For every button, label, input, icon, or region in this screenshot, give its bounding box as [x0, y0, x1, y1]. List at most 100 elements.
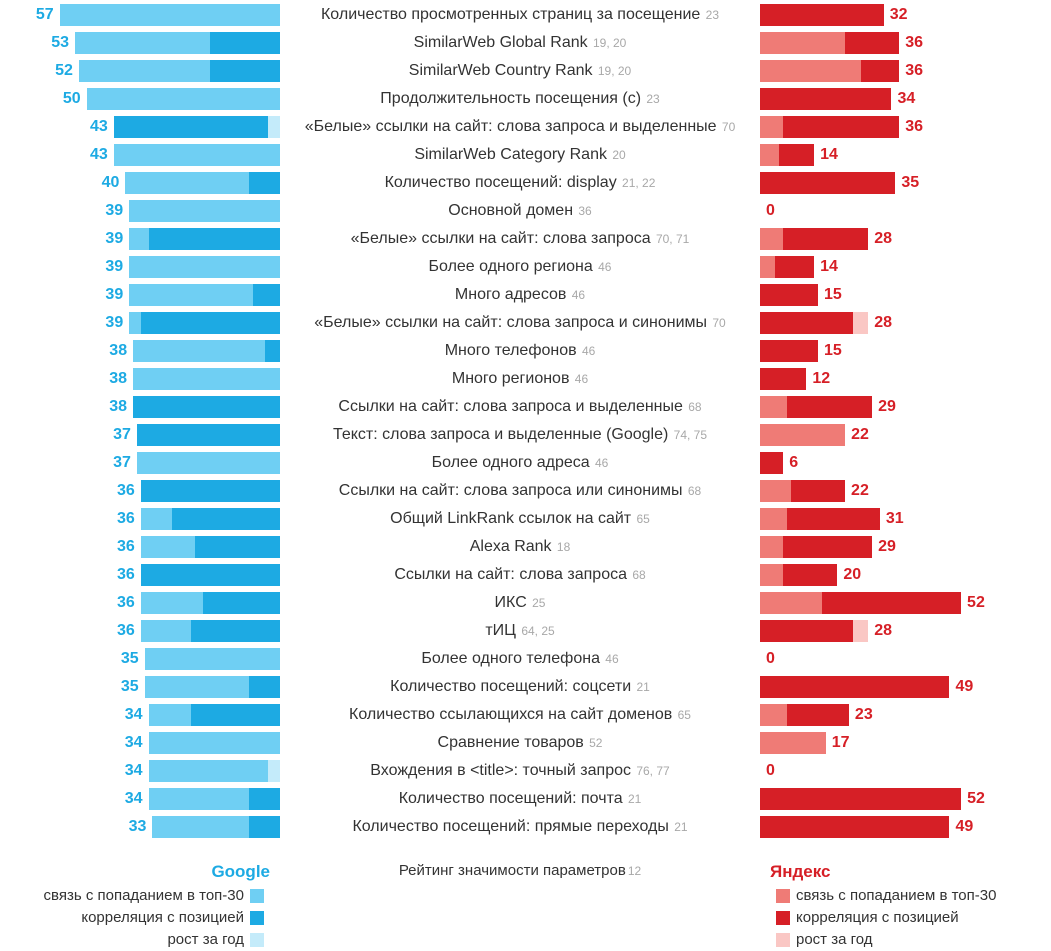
- chart-row: 50Продолжительность посещения (с) 2334: [0, 84, 1051, 112]
- bar-segment: [760, 788, 961, 810]
- right-value: 49: [949, 818, 973, 836]
- bar-segment: [779, 144, 814, 166]
- row-label-ref: 18: [552, 540, 571, 554]
- bar-segment: [265, 340, 280, 362]
- left-bar: [149, 760, 280, 782]
- left-bar: [129, 228, 280, 250]
- row-label-text: Текст: слова запроса и выделенные (Googl…: [333, 426, 668, 443]
- left-bar-wrap: 37: [0, 452, 280, 474]
- right-bar-wrap: 32: [760, 4, 1050, 26]
- row-label-text: тИЦ: [485, 622, 516, 639]
- row-label-ref: 64, 25: [516, 624, 555, 638]
- right-bar: [760, 676, 949, 698]
- row-label-text: Более одного региона: [429, 258, 593, 275]
- chart-row: 35Количество посещений: соцсети 2149: [0, 672, 1051, 700]
- right-value: 28: [868, 314, 892, 332]
- left-value: 36: [109, 594, 141, 612]
- bar-segment: [141, 592, 203, 614]
- left-bar-wrap: 34: [0, 732, 280, 754]
- right-value: 22: [845, 482, 869, 500]
- bar-segment: [249, 816, 280, 838]
- left-bar-wrap: 50: [0, 88, 280, 110]
- footer-ref: 12: [626, 864, 641, 878]
- bar-segment: [760, 144, 779, 166]
- right-bar: [760, 172, 895, 194]
- left-value: 35: [113, 678, 145, 696]
- right-bar-wrap: 14: [760, 144, 1050, 166]
- left-bar-wrap: 37: [0, 424, 280, 446]
- bar-segment: [760, 424, 845, 446]
- left-bar: [141, 508, 280, 530]
- chart-row: 36Общий LinkRank ссылок на сайт 6531: [0, 504, 1051, 532]
- left-value: 37: [105, 426, 137, 444]
- row-label: Ссылки на сайт: слова запроса 68: [280, 566, 760, 584]
- row-label-ref: 46: [600, 652, 619, 666]
- bar-segment: [129, 312, 141, 334]
- left-value: 39: [97, 286, 129, 304]
- row-label: Количество просмотренных страниц за посе…: [280, 6, 760, 24]
- right-value: 29: [872, 538, 896, 556]
- row-label-text: SimilarWeb Country Rank: [409, 62, 593, 79]
- diverging-bar-chart: 57Количество просмотренных страниц за по…: [0, 0, 1051, 840]
- right-value: 32: [884, 6, 908, 24]
- right-bar-wrap: 0: [760, 648, 1050, 670]
- row-label: SimilarWeb Global Rank 19, 20: [280, 34, 760, 52]
- left-bar: [141, 480, 280, 502]
- bar-segment: [760, 60, 861, 82]
- row-label-text: Много регионов: [452, 370, 570, 387]
- left-value: 37: [105, 454, 137, 472]
- row-label-ref: 23: [641, 92, 660, 106]
- left-bar-wrap: 38: [0, 340, 280, 362]
- left-bar-wrap: 34: [0, 788, 280, 810]
- chart-footer-title: Рейтинг значимости параметров12: [280, 862, 760, 951]
- left-bar: [79, 60, 280, 82]
- chart-row: 35Более одного телефона 460: [0, 644, 1051, 672]
- bar-segment: [141, 564, 280, 586]
- chart-row: 34Вхождения в <title>: точный запрос 76,…: [0, 756, 1051, 784]
- row-label: SimilarWeb Category Rank 20: [280, 146, 760, 164]
- chart-row: 43SimilarWeb Category Rank 2014: [0, 140, 1051, 168]
- left-bar-wrap: 38: [0, 396, 280, 418]
- chart-row: 39Много адресов 4615: [0, 280, 1051, 308]
- left-value: 40: [93, 174, 125, 192]
- chart-row: 39Более одного региона 4614: [0, 252, 1051, 280]
- right-value: 0: [760, 202, 775, 220]
- right-bar: [760, 4, 884, 26]
- row-label: Основной домен 36: [280, 202, 760, 220]
- left-bar-wrap: 52: [0, 60, 280, 82]
- row-label-ref: 46: [577, 344, 596, 358]
- bar-segment: [149, 704, 192, 726]
- row-label: Продолжительность посещения (с) 23: [280, 90, 760, 108]
- right-bar: [760, 536, 872, 558]
- legend-item: рост за год: [770, 929, 1050, 951]
- chart-row: 39«Белые» ссылки на сайт: слова запроса …: [0, 308, 1051, 336]
- chart-row: 36Ссылки на сайт: слова запроса 6820: [0, 560, 1051, 588]
- legend-item: связь с попаданием в топ-30: [0, 885, 270, 907]
- right-bar-wrap: 15: [760, 340, 1050, 362]
- left-bar-wrap: 33: [0, 816, 280, 838]
- row-label-text: Продолжительность посещения (с): [380, 90, 641, 107]
- bar-segment: [210, 32, 280, 54]
- bar-segment: [760, 312, 853, 334]
- left-bar: [137, 424, 280, 446]
- left-bar: [114, 144, 280, 166]
- left-bar: [149, 704, 280, 726]
- row-label-ref: 52: [584, 736, 603, 750]
- row-label-ref: 70: [717, 120, 736, 134]
- bar-segment: [152, 816, 249, 838]
- chart-row: 36Alexa Rank 1829: [0, 532, 1051, 560]
- bar-segment: [191, 620, 280, 642]
- bar-segment: [760, 536, 783, 558]
- left-bar: [129, 284, 280, 306]
- right-bar: [760, 480, 845, 502]
- left-bar-wrap: 39: [0, 256, 280, 278]
- row-label: тИЦ 64, 25: [280, 622, 760, 640]
- row-label-ref: 65: [672, 708, 691, 722]
- bar-segment: [141, 312, 280, 334]
- row-label: «Белые» ссылки на сайт: слова запроса и …: [280, 118, 760, 136]
- left-bar: [75, 32, 280, 54]
- bar-segment: [145, 648, 280, 670]
- right-value: 49: [949, 678, 973, 696]
- bar-segment: [133, 340, 264, 362]
- legend-google: Google связь с попаданием в топ-30коррел…: [0, 862, 280, 951]
